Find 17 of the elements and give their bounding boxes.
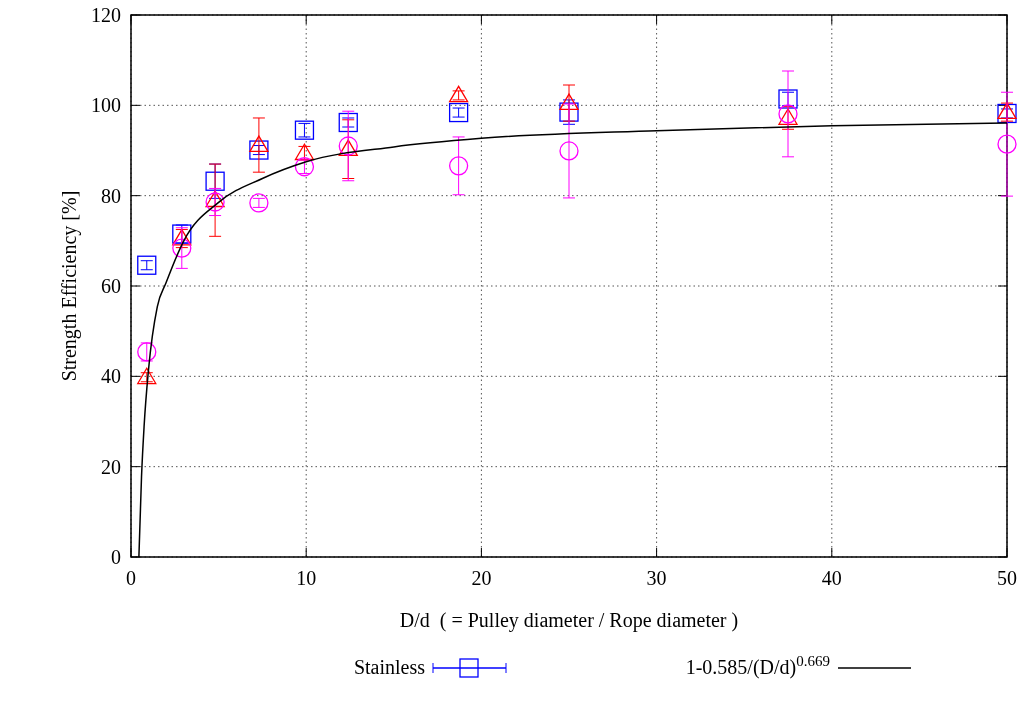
x-tick-label: 30: [646, 567, 667, 589]
y-tick-label: 40: [101, 365, 121, 388]
x-axis-title: D/d ( = Pulley diameter / Rope diameter ): [399, 609, 739, 632]
y-tick-label: 80: [101, 184, 121, 207]
y-tick-label: 120: [91, 4, 121, 26]
x-tick-label: 0: [126, 567, 136, 589]
y-tick-label: 20: [101, 455, 121, 478]
legend-label: 1-0.585/(D/d)$^{0.669}$: [685, 653, 830, 679]
y-axis-title: Strength Efficiency [%]: [58, 190, 81, 382]
x-tick-label: 40: [821, 567, 842, 589]
legend-label: Stainless: [353, 656, 426, 678]
x-tick-label: 10: [296, 567, 317, 589]
y-tick-label: 60: [101, 275, 121, 297]
y-tick-label: 0: [111, 546, 121, 568]
x-tick-label: 50: [997, 567, 1017, 589]
x-tick-label: 20: [471, 567, 492, 589]
y-tick-label: 100: [91, 94, 121, 117]
